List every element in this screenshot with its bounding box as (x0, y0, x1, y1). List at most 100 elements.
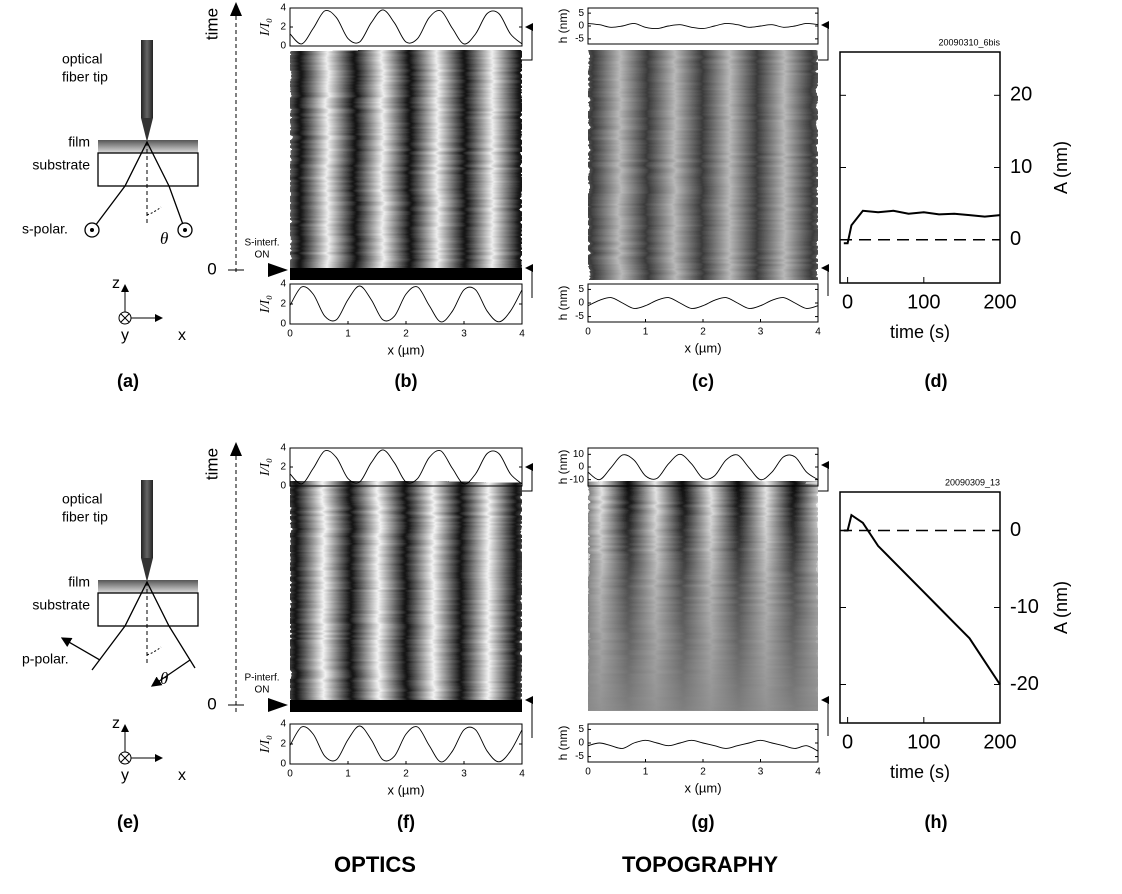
axis-name: z (112, 715, 120, 732)
fiber-label: optical (62, 491, 102, 507)
x-tick-label: 4 (815, 767, 821, 778)
substrate-label: substrate (32, 597, 90, 613)
panel-label: (h) (925, 812, 948, 832)
footer-label: TOPOGRAPHY (622, 852, 778, 877)
x-tick-label: 0 (842, 291, 853, 313)
data-line (587, 453, 819, 481)
x-tick-label: 4 (815, 327, 821, 338)
x-axis-label: time (s) (890, 322, 950, 342)
x-tick-label: 3 (461, 329, 467, 340)
x-tick-label: 0 (287, 769, 293, 780)
y-tick-label: 4 (280, 279, 286, 290)
topography-image (588, 481, 818, 711)
y-tick-label: 2 (280, 462, 286, 473)
fiber-label: optical (62, 51, 102, 67)
y-tick-label: 4 (280, 3, 286, 14)
x-tick-label: 2 (700, 327, 706, 338)
x-tick-label: 2 (700, 767, 706, 778)
y-axis-label: I/I₀ (258, 18, 273, 37)
time-label: time (202, 8, 221, 40)
panel-label: (c) (692, 371, 714, 391)
x-tick-label: 3 (758, 767, 764, 778)
y-tick-label: -20 (1010, 673, 1039, 695)
y-axis-label: A (nm) (1051, 141, 1071, 194)
zero-label: 0 (207, 694, 216, 713)
data-line (289, 285, 523, 323)
time-label: time (202, 448, 221, 480)
topography-image (588, 50, 818, 280)
angle-label: θ (160, 669, 168, 688)
substrate-label: substrate (32, 157, 90, 173)
panel-label: (e) (117, 812, 139, 832)
x-tick-label: 3 (758, 327, 764, 338)
film-label: film (68, 574, 90, 590)
y-tick-label: -5 (575, 751, 584, 762)
y-tick-label: 0 (280, 481, 286, 492)
x-tick-label: 1 (643, 767, 649, 778)
data-line (289, 725, 523, 763)
plot-title: 20090309_13 (945, 477, 1000, 487)
x-tick-label: 3 (461, 769, 467, 780)
y-tick-label: -10 (1010, 596, 1039, 618)
plot-frame (839, 51, 1001, 284)
zero-label: 0 (207, 259, 216, 278)
y-tick-label: 4 (280, 443, 286, 454)
y-axis-label: h (nm) (556, 9, 570, 44)
y-tick-label: 2 (280, 739, 286, 750)
panel-label: (a) (117, 371, 139, 391)
plot-frame (289, 283, 523, 325)
axis-name: y (121, 327, 129, 344)
panel-label: (b) (395, 371, 418, 391)
x-tick-label: 1 (345, 329, 351, 340)
optical-image (290, 50, 522, 280)
data-line (289, 449, 523, 485)
diagram: optical fiber tip film substrate p-polar… (22, 480, 199, 784)
x-tick-label: 4 (519, 329, 525, 340)
data-line (843, 513, 1001, 686)
y-tick-label: 4 (280, 719, 286, 730)
time-axis: time 0 S-interf. ON (202, 2, 288, 278)
x-tick-label: 2 (403, 329, 409, 340)
x-axis-label: x (µm) (387, 782, 424, 797)
panel-label: (d) (925, 371, 948, 391)
y-tick-label: 0 (1010, 519, 1021, 541)
y-tick-label: 2 (280, 22, 286, 33)
axis-name: y (121, 767, 129, 784)
y-axis-label: h (nm) (556, 286, 570, 321)
y-axis-label: A (nm) (1051, 581, 1071, 634)
y-tick-label: 0 (578, 298, 584, 309)
x-tick-label: 2 (403, 769, 409, 780)
y-tick-label: 5 (578, 724, 584, 735)
polarization-label: p-polar. (22, 651, 69, 667)
y-tick-label: -5 (575, 33, 584, 44)
y-tick-label: -10 (570, 474, 585, 485)
axis-name: x (178, 327, 186, 344)
plot-frame (839, 491, 1001, 724)
y-tick-label: 0 (280, 759, 286, 770)
x-tick-label: 100 (907, 731, 940, 753)
x-tick-label: 4 (519, 769, 525, 780)
event-label: ON (255, 685, 270, 696)
y-axis-label: I/I₀ (258, 458, 273, 477)
y-tick-label: 5 (578, 8, 584, 19)
data-line (587, 739, 819, 752)
axis-name: x (178, 767, 186, 784)
x-tick-label: 1 (643, 327, 649, 338)
x-tick-label: 0 (585, 767, 591, 778)
y-tick-label: 0 (578, 738, 584, 749)
fiber-label: fiber tip (62, 69, 108, 85)
x-tick-label: 0 (842, 731, 853, 753)
event-label: ON (255, 250, 270, 261)
y-axis-label: I/I₀ (258, 735, 273, 754)
footer-label: OPTICS (334, 852, 416, 877)
plot-frame (587, 447, 819, 487)
data-line (289, 9, 523, 45)
x-tick-label: 200 (983, 291, 1016, 313)
event-label: S-interf. (244, 238, 279, 249)
film-label: film (68, 134, 90, 150)
y-tick-label: 10 (573, 449, 585, 460)
x-axis-label: time (s) (890, 762, 950, 782)
connectors (522, 21, 829, 738)
data-line (587, 297, 819, 309)
